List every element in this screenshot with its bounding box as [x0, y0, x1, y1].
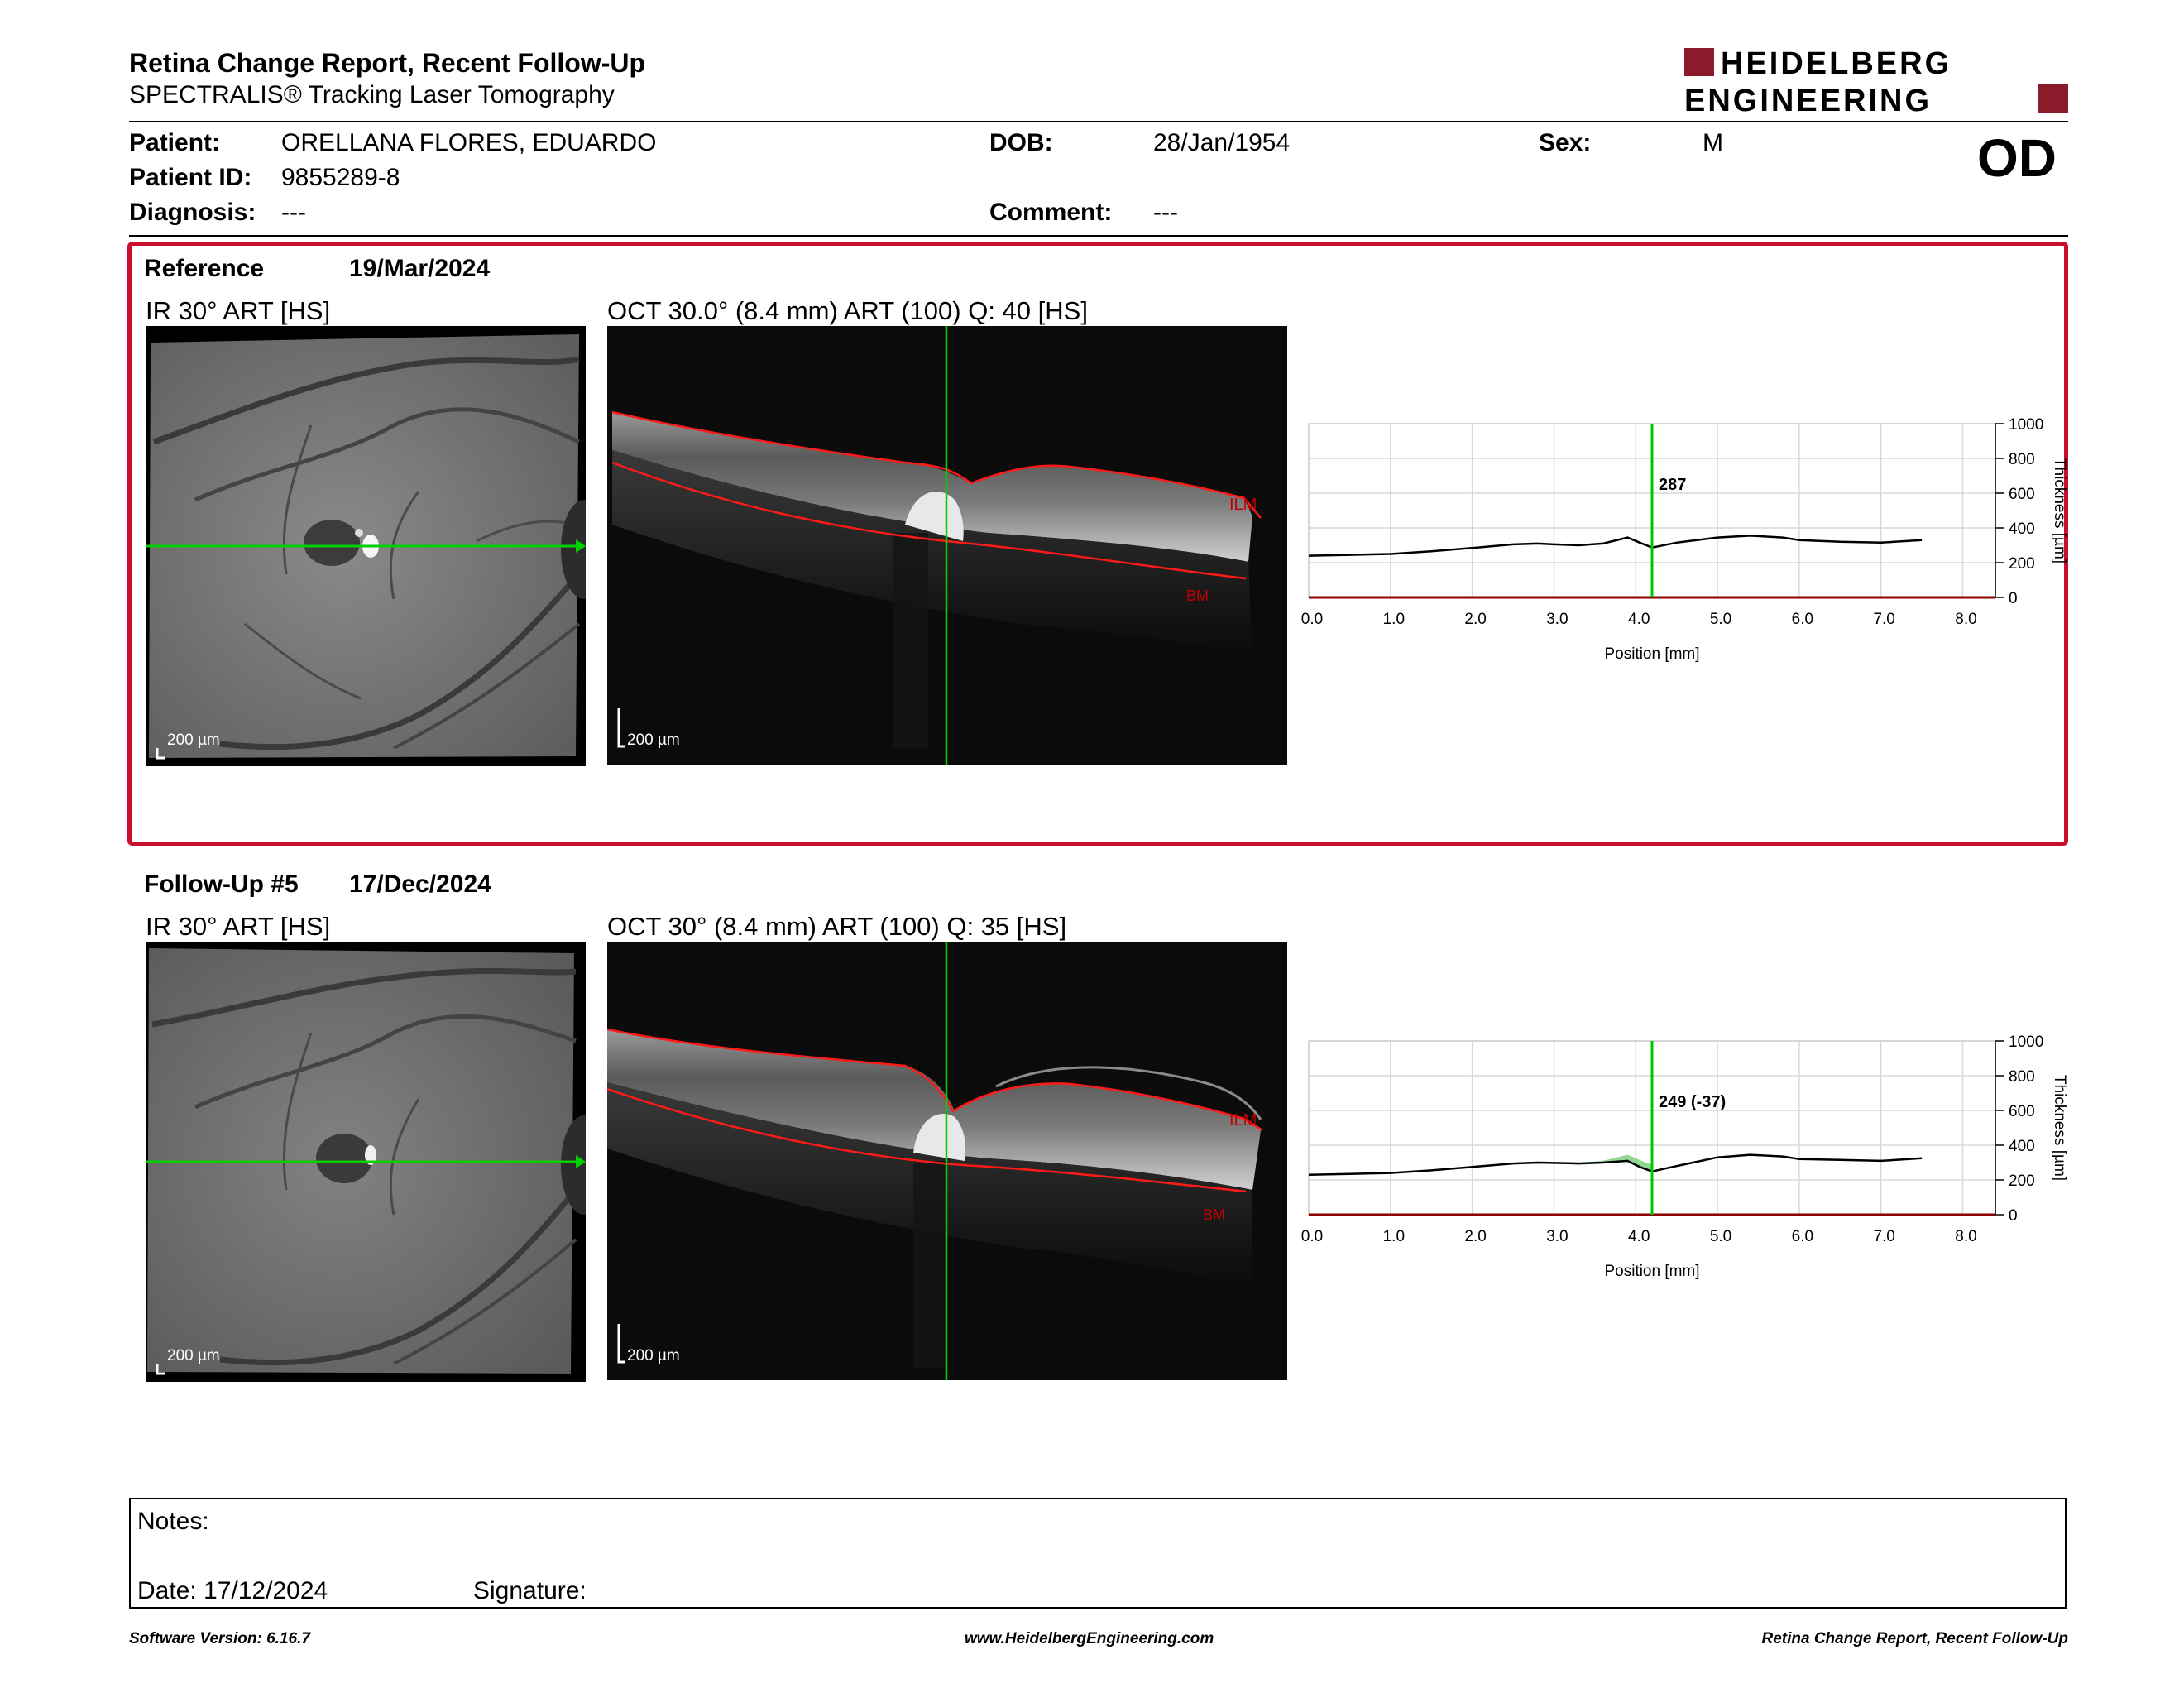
y-tick-label: 200 [2009, 1172, 2035, 1190]
x-tick-label: 6.0 [1792, 611, 1813, 628]
notes-date: Date: 17/12/2024 [137, 1577, 328, 1604]
x-tick-label: 2.0 [1464, 611, 1486, 628]
followup-ir-image[interactable]: 200 µm [146, 942, 607, 1382]
reference-label: Reference [144, 255, 265, 282]
reference-oct-scale: 200 µm [627, 731, 680, 749]
followup-ilm-label: ILM [1229, 1111, 1257, 1129]
x-tick-label: 2.0 [1464, 1228, 1486, 1245]
reference-oct-bscan[interactable]: ILM BM 200 µm [607, 326, 1287, 765]
x-tick-label: 3.0 [1546, 1228, 1568, 1245]
cursor-thickness-label: 287 [1659, 476, 1686, 494]
comment-value: --- [1153, 199, 1178, 226]
x-tick-label: 7.0 [1873, 611, 1894, 628]
y-tick-label: 600 [2009, 1103, 2035, 1120]
thickness-line [1308, 1153, 1923, 1176]
patient-id-value: 9855289-8 [281, 164, 400, 191]
reference-section-frame [127, 242, 2068, 846]
reference-ir-caption: IR 30° ART [HS] [146, 296, 331, 325]
notes-box[interactable]: Notes: Date: 17/12/2024 Signature: [129, 1498, 2067, 1609]
y-tick-label: 800 [2009, 451, 2035, 468]
x-tick-label: 8.0 [1955, 1228, 1976, 1245]
x-axis-label: Position [mm] [1604, 645, 1699, 663]
x-tick-label: 0.0 [1301, 1228, 1323, 1245]
logo-line2: ENGINEERING [1684, 84, 1932, 114]
followup-ir-scale: 200 µm [167, 1347, 220, 1364]
x-tick-label: 4.0 [1628, 611, 1650, 628]
patient-divider [129, 235, 2068, 237]
followup-oct-scale: 200 µm [627, 1347, 680, 1364]
sex-label: Sex: [1539, 129, 1592, 156]
followup-date: 17/Dec/2024 [349, 870, 491, 898]
diagnosis-label: Diagnosis: [129, 199, 256, 226]
chart-axes: 0.0 1.0 2.0 3.0 4.0 5.0 6.0 7.0 8.0 0 200 400 600 800… [1301, 1033, 2068, 1280]
y-tick-label: 600 [2009, 486, 2035, 503]
footer-report-name: Retina Change Report, Recent Follow-Up [1761, 1630, 2068, 1647]
y-tick-label: 400 [2009, 520, 2035, 538]
reference-ilm-label: ILM [1229, 496, 1257, 514]
x-tick-label: 1.0 [1383, 611, 1405, 628]
thickness-line [1308, 535, 1923, 557]
report-subtitle: SPECTRALIS® Tracking Laser Tomography [129, 81, 615, 108]
patient-id-label: Patient ID: [129, 164, 252, 191]
followup-ir-caption: IR 30° ART [HS] [146, 912, 331, 941]
patient-name: ORELLANA FLORES, EDUARDO [281, 129, 657, 156]
reference-bm-label: BM [1186, 587, 1209, 604]
patient-label: Patient: [129, 129, 221, 156]
footer-website[interactable]: www.HeidelbergEngineering.com [965, 1630, 1214, 1647]
y-tick-label: 200 [2009, 555, 2035, 573]
chart-axes: 0.0 1.0 2.0 3.0 4.0 5.0 6.0 7.0 8.0 0 200 400 600 800… [1301, 416, 2068, 663]
x-tick-label: 5.0 [1710, 1228, 1731, 1245]
notes-label: Notes: [137, 1508, 209, 1535]
x-tick-label: 6.0 [1792, 1228, 1813, 1245]
followup-thickness-chart[interactable]: 0.0 1.0 2.0 3.0 4.0 5.0 6.0 7.0 8.0 0 200 400 600 800… [1299, 1031, 2068, 1296]
reference-ir-image[interactable]: 200 µm [146, 326, 607, 766]
x-tick-label: 8.0 [1955, 611, 1976, 628]
comment-label: Comment: [989, 199, 1113, 226]
header-divider [129, 121, 2068, 122]
dob-value: 28/Jan/1954 [1153, 129, 1291, 156]
x-tick-label: 0.0 [1301, 611, 1323, 628]
report-title: Retina Change Report, Recent Follow-Up [129, 48, 646, 78]
sex-value: M [1703, 129, 1723, 156]
reference-ir-scale: 200 µm [167, 731, 220, 749]
heidelberg-logo: HEIDELBERG ENGINEERING [1684, 46, 2068, 114]
x-axis-label: Position [mm] [1604, 1263, 1699, 1280]
reference-oct-caption: OCT 30.0° (8.4 mm) ART (100) Q: 40 [HS] [607, 296, 1088, 325]
followup-bm-label: BM [1203, 1206, 1225, 1223]
eye-indicator: OD [1977, 128, 2057, 188]
cursor-thickness-label: 249 (-37) [1659, 1093, 1726, 1111]
reference-date: 19/Mar/2024 [349, 255, 491, 282]
y-tick-label: 0 [2009, 590, 2018, 607]
y-tick-label: 0 [2009, 1207, 2018, 1225]
footer-software-version: Software Version: 6.16.7 [129, 1630, 310, 1647]
followup-oct-caption: OCT 30° (8.4 mm) ART (100) Q: 35 [HS] [607, 912, 1067, 941]
dob-label: DOB: [989, 129, 1053, 156]
y-tick-label: 400 [2009, 1138, 2035, 1155]
diagnosis-value: --- [281, 199, 306, 226]
x-tick-label: 4.0 [1628, 1228, 1650, 1245]
followup-label: Follow-Up #5 [144, 870, 299, 898]
reference-thickness-chart[interactable]: 0.0 1.0 2.0 3.0 4.0 5.0 6.0 7.0 8.0 0 200 400 600 800… [1299, 414, 2068, 679]
x-tick-label: 3.0 [1546, 611, 1568, 628]
y-axis-label: Thickness [µm] [2051, 1075, 2068, 1181]
y-tick-label: 1000 [2009, 416, 2043, 434]
y-tick-label: 800 [2009, 1068, 2035, 1086]
y-axis-label: Thickness [µm] [2051, 458, 2068, 563]
x-tick-label: 7.0 [1873, 1228, 1894, 1245]
x-tick-label: 1.0 [1383, 1228, 1405, 1245]
followup-oct-bscan[interactable]: ILM BM 200 µm [607, 942, 1287, 1380]
signature-label: Signature: [473, 1577, 587, 1604]
thickness-difference-area [1578, 1154, 1652, 1172]
x-tick-label: 5.0 [1710, 611, 1731, 628]
logo-line1: HEIDELBERG [1721, 46, 1952, 81]
y-tick-label: 1000 [2009, 1033, 2043, 1051]
